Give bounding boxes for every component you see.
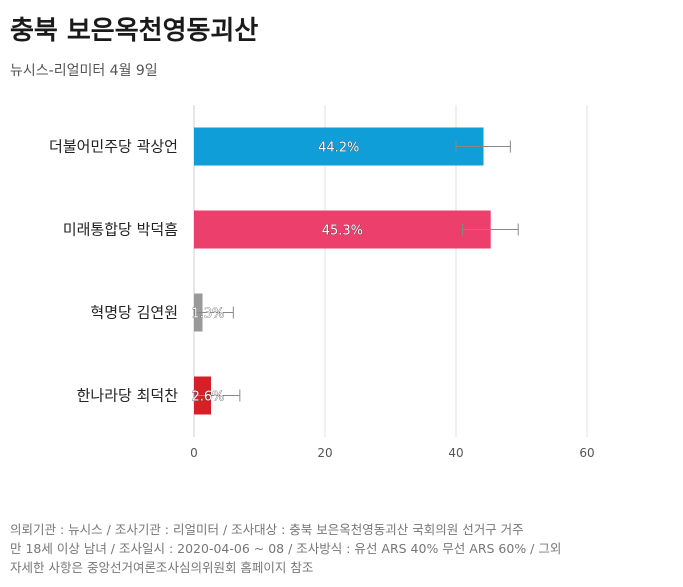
footnote-line-2: 만 18세 이상 남녀 / 조사일시 : 2020-04-06 ~ 08 / 조…: [10, 541, 562, 556]
chart-subtitle: 뉴시스-리얼미터 4월 9일: [10, 63, 158, 79]
data-label: 44.2%: [318, 141, 359, 156]
bar: [194, 210, 491, 249]
survey-footnote: 의뢰기관 : 뉴시스 / 조사기관 : 리얼미터 / 조사대상 : 충북 보은옥…: [10, 520, 678, 577]
data-label: 2.6%: [191, 390, 224, 405]
category-label: 더불어민주당 곽상언: [49, 138, 178, 156]
x-tick-label: 20: [317, 446, 332, 460]
footnote-line-3: 자세한 사항은 중앙선거여론조사심의위원회 홈페이지 참조: [10, 560, 314, 575]
footnote-line-1: 의뢰기관 : 뉴시스 / 조사기관 : 리얼미터 / 조사대상 : 충북 보은옥…: [10, 522, 524, 537]
x-tick-label: 0: [190, 446, 198, 460]
data-label: 1.3%: [191, 307, 224, 322]
category-label: 혁명당 김연원: [90, 304, 178, 322]
bar-chart: 0 20 40 60 더불어민주당 곽상언 44.2% 미래통합당 박덕흠 45.3% 혁명당 …: [49, 105, 595, 460]
x-tick-label: 60: [579, 446, 594, 460]
chart-title: 충북 보은옥천영동괴산: [10, 16, 259, 46]
bar: [194, 127, 484, 166]
category-label: 한나라당 최덕찬: [77, 387, 179, 405]
data-label: 45.3%: [322, 224, 363, 239]
x-tick-label: 40: [448, 446, 463, 460]
category-label: 미래통합당 박덕흠: [63, 221, 178, 239]
